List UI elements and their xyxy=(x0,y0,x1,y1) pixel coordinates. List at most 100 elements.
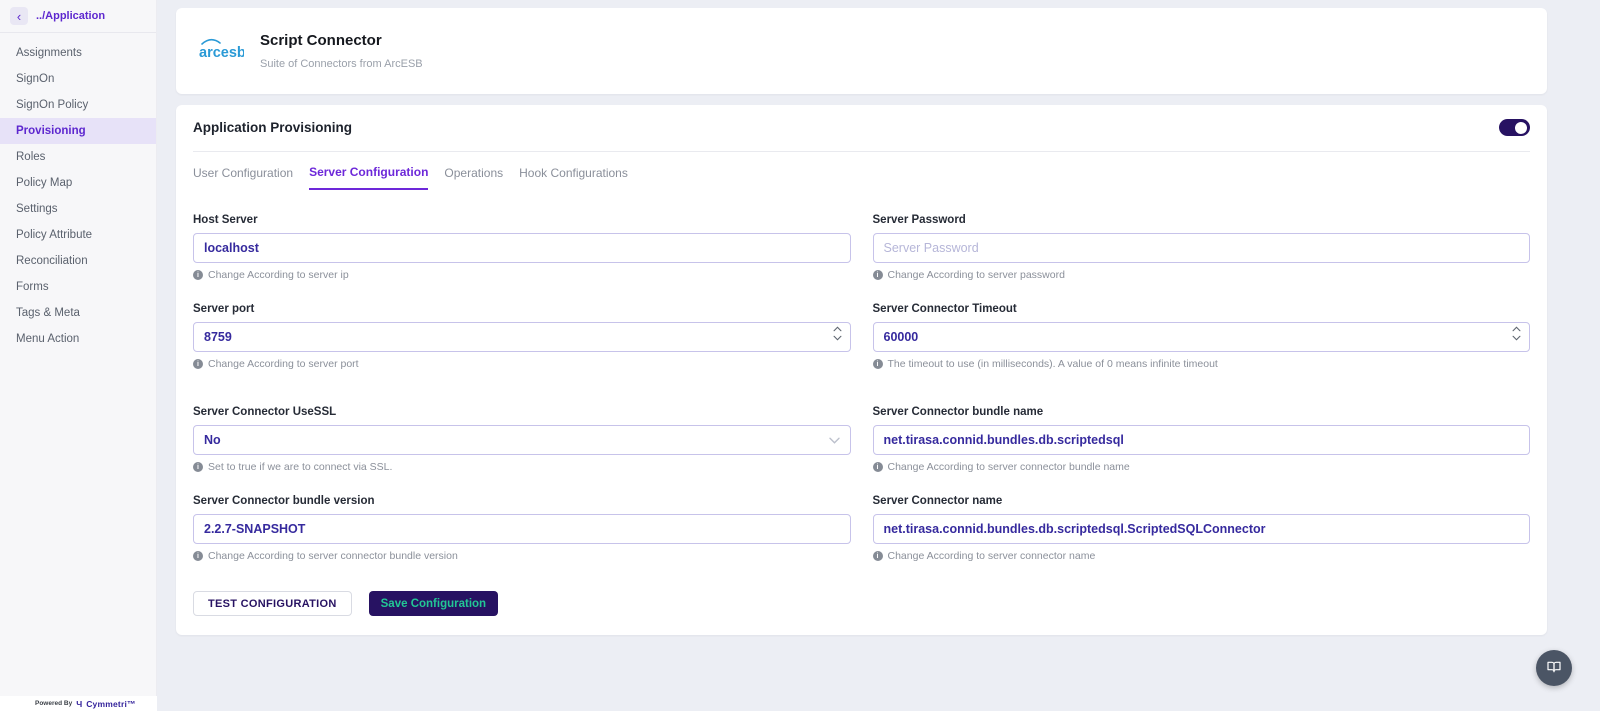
sidebar-item-roles[interactable]: Roles xyxy=(16,151,46,163)
server-connector-usessl-select[interactable]: No xyxy=(193,425,851,455)
hint-text: Change According to server ip xyxy=(208,269,349,281)
cymmetri-brand: Cymmetri™ xyxy=(86,698,136,709)
form-field: Server Connector bundle name i Change Ac… xyxy=(872,406,1531,473)
field-hint: i Change According to server password xyxy=(872,269,1531,281)
tab-hook-configurations[interactable]: Hook Configurations xyxy=(519,165,628,190)
info-icon: i xyxy=(193,462,203,472)
server-configuration-form: Host Server i Change According to server… xyxy=(193,214,1530,562)
server-password-input[interactable] xyxy=(872,233,1530,263)
field-label: Server Connector Timeout xyxy=(872,303,1017,315)
form-field: Server Password i Change According to se… xyxy=(872,214,1531,281)
form-field: Server Connector name i Change According… xyxy=(872,495,1531,562)
breadcrumb[interactable]: ../Application xyxy=(36,10,106,22)
info-icon: i xyxy=(193,551,203,561)
main-content: arcesb Script Connector Suite of Connect… xyxy=(157,0,1600,635)
field-label: Server port xyxy=(193,303,255,315)
connector-header-text: Script Connector Suite of Connectors fro… xyxy=(260,32,423,70)
save-configuration-button[interactable]: Save Configuration xyxy=(368,591,499,616)
svg-text:arcesb: arcesb xyxy=(199,45,244,61)
number-spinners xyxy=(833,326,842,341)
page-title: Script Connector xyxy=(260,32,382,49)
field-hint: i Change According to server connector b… xyxy=(872,461,1531,473)
tab-bar: User Configuration Server Configuration Op… xyxy=(193,152,1530,190)
sidebar-item-settings[interactable]: Settings xyxy=(16,203,58,215)
server-connector-bundle-name-input[interactable] xyxy=(872,425,1530,455)
back-button[interactable]: ‹ xyxy=(10,7,28,25)
chevron-down-icon[interactable] xyxy=(833,335,842,341)
server-connector-timeout-input[interactable] xyxy=(872,322,1530,352)
chevron-left-icon: ‹ xyxy=(16,8,22,24)
host-server-input[interactable] xyxy=(193,233,851,263)
cymmetri-logo-mark: Ч xyxy=(76,698,83,709)
sidebar: ‹ ../Application Assignments SignOn SignOn… xyxy=(0,0,157,711)
select-value: No xyxy=(204,433,221,447)
hint-text: Change According to server port xyxy=(208,358,359,370)
field-label: Server Connector bundle version xyxy=(193,495,375,507)
form-field: Server port i Change According to server… xyxy=(193,303,851,370)
form-field: Server Connector bundle version i Change… xyxy=(193,495,851,562)
sidebar-item-tags-meta[interactable]: Tags & Meta xyxy=(16,307,80,319)
sidebar-item-forms[interactable]: Forms xyxy=(16,281,49,293)
field-hint: i Change According to server ip xyxy=(193,269,851,281)
field-hint: i Set to true if we are to connect via S… xyxy=(193,461,851,473)
sidebar-nav: Assignments SignOn SignOn Policy Provisioni… xyxy=(0,33,156,352)
sidebar-item-assignments[interactable]: Assignments xyxy=(16,47,82,59)
field-hint: i Change According to server connector n… xyxy=(872,550,1531,562)
powered-by-bar: Powered By Ч Cymmetri™ xyxy=(0,696,157,711)
form-field: Server Connector Timeout i The timeout t… xyxy=(872,303,1531,370)
page-subtitle: Suite of Connectors from ArcESB xyxy=(260,58,423,70)
hint-text: Change According to server connector bun… xyxy=(887,461,1130,473)
server-connector-name-input[interactable] xyxy=(872,514,1530,544)
sidebar-item-policy-map[interactable]: Policy Map xyxy=(16,177,73,189)
section-title: Application Provisioning xyxy=(193,120,353,135)
info-icon: i xyxy=(872,270,883,280)
open-book-icon xyxy=(1546,659,1562,678)
provisioning-toggle[interactable] xyxy=(1499,119,1530,136)
tab-user-configuration[interactable]: User Configuration xyxy=(193,165,293,190)
help-widget-button[interactable] xyxy=(1536,650,1572,686)
sidebar-item-policy-attribute[interactable]: Policy Attribute xyxy=(16,229,93,241)
hint-text: Change According to server connector nam… xyxy=(887,550,1096,562)
field-label: Server Connector bundle name xyxy=(872,406,1044,418)
field-hint: i The timeout to use (in milliseconds). … xyxy=(872,358,1531,370)
info-icon: i xyxy=(872,359,883,369)
provisioning-card: Application Provisioning User Configurat… xyxy=(176,105,1547,635)
sidebar-item-provisioning[interactable]: Provisioning xyxy=(0,118,156,144)
sidebar-header: ‹ ../Application xyxy=(0,0,156,33)
info-icon: i xyxy=(193,270,203,280)
form-actions: TEST CONFIGURATION Save Configuration xyxy=(193,591,1530,616)
sidebar-item-reconciliation[interactable]: Reconciliation xyxy=(16,255,88,267)
hint-text: Set to true if we are to connect via SSL… xyxy=(208,461,393,473)
toggle-knob xyxy=(1515,121,1527,134)
sidebar-item-menu-action[interactable]: Menu Action xyxy=(16,333,80,345)
field-label: Server Password xyxy=(872,214,966,226)
info-icon: i xyxy=(193,359,203,369)
divider xyxy=(193,151,1530,152)
form-field: Server Connector UseSSL No i Set to true… xyxy=(193,406,851,473)
sidebar-item-signon-policy[interactable]: SignOn Policy xyxy=(16,99,89,111)
hint-text: Change According to server password xyxy=(887,269,1065,281)
sidebar-item-signon[interactable]: SignOn xyxy=(16,73,55,85)
info-icon: i xyxy=(872,551,883,561)
test-configuration-button[interactable]: TEST CONFIGURATION xyxy=(193,591,352,616)
connector-header-card: arcesb Script Connector Suite of Connect… xyxy=(176,8,1547,94)
tab-server-configuration[interactable]: Server Configuration xyxy=(309,165,429,190)
provisioning-header: Application Provisioning xyxy=(193,119,1530,151)
chevron-down-icon[interactable] xyxy=(1512,335,1521,341)
hint-text: Change According to server connector bun… xyxy=(208,550,458,562)
tab-operations[interactable]: Operations xyxy=(444,165,503,190)
chevron-down-icon xyxy=(828,433,840,447)
field-label: Server Connector name xyxy=(872,495,1003,507)
field-hint: i Change According to server port xyxy=(193,358,851,370)
number-spinners xyxy=(1512,326,1521,341)
chevron-up-icon[interactable] xyxy=(833,326,842,332)
field-hint: i Change According to server connector b… xyxy=(193,550,851,562)
server-port-input[interactable] xyxy=(193,322,851,352)
server-connector-bundle-version-input[interactable] xyxy=(193,514,851,544)
info-icon: i xyxy=(872,462,883,472)
field-label: Host Server xyxy=(193,214,258,226)
hint-text: The timeout to use (in milliseconds). A … xyxy=(887,358,1218,370)
chevron-up-icon[interactable] xyxy=(1512,326,1521,332)
form-field: Host Server i Change According to server… xyxy=(193,214,851,281)
field-label: Server Connector UseSSL xyxy=(193,406,337,418)
